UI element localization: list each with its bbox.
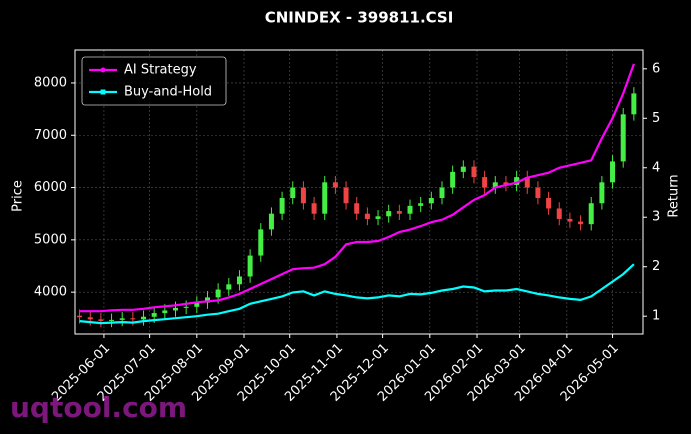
- candle-body: [610, 161, 616, 183]
- candle-body: [183, 306, 189, 308]
- candle-body: [546, 198, 552, 209]
- candle-body: [247, 255, 253, 277]
- y2-tick-label: 3: [652, 210, 660, 225]
- legend-label: AI Strategy: [124, 63, 197, 78]
- candle-body: [226, 284, 232, 290]
- candle-body: [300, 187, 306, 204]
- candle-body: [620, 114, 626, 162]
- candle-body: [418, 203, 424, 206]
- y2-tick-label: 6: [652, 61, 660, 76]
- candle-body: [514, 177, 520, 185]
- candle-body: [386, 211, 392, 217]
- candle-body: [375, 216, 381, 219]
- chart-title: CNINDEX - 399811.CSI: [265, 9, 454, 27]
- candle-body: [204, 297, 210, 303]
- candle-body: [332, 182, 338, 188]
- candle-body: [98, 319, 104, 321]
- candle-body: [492, 182, 498, 188]
- y2-tick-label: 5: [652, 111, 660, 126]
- candle-body: [567, 218, 573, 222]
- y-tick-label: 6000: [34, 180, 67, 195]
- candle-body: [524, 177, 530, 188]
- candle-body: [141, 316, 147, 320]
- candle-body: [268, 213, 274, 230]
- watermark: uqtool.com: [10, 391, 187, 424]
- y2-tick-label: 2: [652, 259, 660, 274]
- legend-marker: [100, 89, 106, 95]
- y2-tick-label: 4: [652, 160, 660, 175]
- candle-body: [343, 187, 349, 204]
- candle-body: [396, 211, 402, 214]
- candle-body: [407, 205, 413, 214]
- y2-tick-label: 1: [652, 309, 660, 324]
- candle-body: [130, 318, 136, 320]
- candle-body: [279, 198, 285, 214]
- candle-body: [322, 182, 328, 214]
- candle-body: [194, 302, 200, 307]
- candle-body: [162, 310, 168, 314]
- candle-body: [471, 166, 477, 178]
- candle-body: [173, 307, 179, 311]
- y-tick-label: 7000: [34, 128, 67, 143]
- candle-body: [151, 313, 157, 317]
- candle-body: [311, 203, 317, 214]
- y-axis-label: Price: [11, 180, 26, 212]
- series-line: [79, 263, 635, 325]
- candle-body: [535, 187, 541, 199]
- legend-marker: [100, 67, 106, 73]
- y-tick-label: 4000: [34, 285, 67, 300]
- candle-body: [290, 187, 296, 199]
- candle-body: [364, 213, 370, 219]
- candle-body: [460, 166, 466, 172]
- candle-body: [109, 319, 115, 321]
- candle-body: [503, 182, 509, 185]
- candle-body: [450, 171, 456, 188]
- y-tick-label: 8000: [34, 75, 67, 90]
- candle-body: [631, 93, 637, 115]
- candle-body: [556, 208, 562, 219]
- candle-body: [77, 315, 83, 318]
- candle-body: [215, 289, 221, 298]
- y2-axis-label: Return: [667, 174, 682, 217]
- legend-label: Buy-and-Hold: [124, 85, 212, 100]
- candle-body: [578, 221, 584, 225]
- candle-body: [258, 229, 264, 256]
- candle-body: [428, 198, 434, 204]
- legend-box: [81, 56, 227, 106]
- candle-body: [588, 203, 594, 225]
- candle-body: [482, 177, 488, 188]
- candle-body: [599, 182, 605, 204]
- series-line: [79, 63, 635, 313]
- candle-body: [87, 317, 93, 320]
- candle-body: [354, 203, 360, 214]
- candle-body: [439, 187, 445, 199]
- y-tick-label: 5000: [34, 232, 67, 247]
- candle-body: [236, 276, 242, 285]
- candle-body: [119, 318, 125, 320]
- plot-frame: [74, 49, 644, 335]
